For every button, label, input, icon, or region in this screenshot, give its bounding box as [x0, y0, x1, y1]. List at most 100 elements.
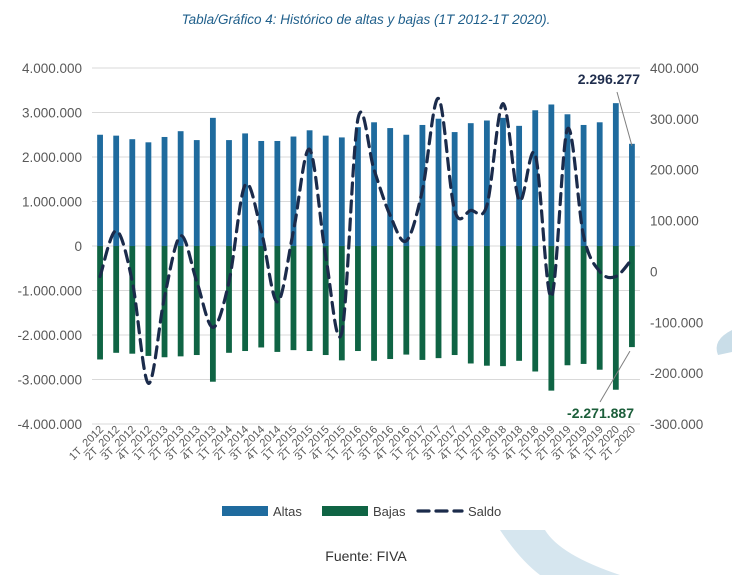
annotation-bajas: -2.271.887 — [567, 405, 634, 421]
decorative-arc-top — [716, 330, 732, 355]
bar-bajas — [516, 246, 523, 361]
legend-swatch-bajas — [322, 506, 368, 516]
left-tick-label: -4.000.000 — [17, 417, 82, 432]
bar-altas — [629, 143, 635, 246]
right-tick-label: -200.000 — [650, 366, 703, 381]
bar-altas — [242, 133, 249, 246]
bar-bajas — [226, 246, 232, 353]
right-tick-label: 0 — [650, 264, 658, 279]
saldo-line-group — [98, 96, 634, 385]
bar-bajas — [435, 246, 442, 359]
bar-altas — [483, 120, 490, 246]
bar-altas — [226, 140, 232, 246]
bar-altas — [97, 134, 103, 246]
left-tick-label: -2.000.000 — [17, 328, 82, 343]
bar-altas — [193, 140, 200, 246]
bar-altas — [403, 134, 410, 246]
bar-altas — [113, 135, 120, 246]
bar-altas — [355, 127, 361, 246]
bar-bajas — [355, 246, 361, 352]
bar-bajas — [403, 246, 410, 355]
bar-bajas — [177, 246, 184, 357]
legend: Altas Bajas Saldo — [222, 504, 501, 519]
right-axis: 400.000 300.000 200.000 100.000 0 -100.000 -20… — [650, 61, 703, 432]
bar-altas — [129, 139, 136, 246]
bar-bajas — [338, 246, 345, 361]
bar-bajas — [564, 246, 571, 366]
x-axis: 1T_20122T_20123T_20124T_20121T_20132T_20… — [67, 424, 638, 463]
left-tick-label: 0 — [74, 239, 82, 254]
annotation-leader-altas — [616, 91, 633, 146]
right-tick-label: -300.000 — [650, 417, 703, 432]
bar-altas — [274, 140, 281, 246]
bar-altas — [500, 117, 506, 246]
bar-bajas — [193, 246, 200, 356]
bar-bajas — [629, 246, 635, 348]
right-tick-label: 100.000 — [650, 214, 699, 229]
bar-altas — [338, 137, 345, 246]
left-tick-label: 4.000.000 — [22, 61, 82, 76]
bar-altas — [612, 103, 619, 246]
left-tick-label: 3.000.000 — [22, 106, 82, 121]
bar-bajas — [113, 246, 120, 353]
bar-altas — [564, 114, 571, 246]
left-tick-label: 1.000.000 — [22, 195, 82, 210]
source-note: Fuente: FIVA — [325, 548, 407, 564]
bar-altas — [145, 142, 152, 246]
bars — [97, 103, 635, 391]
annotation-altas: 2.296.277 — [578, 71, 640, 87]
bar-bajas — [612, 246, 619, 390]
bar-bajas — [129, 246, 136, 354]
bar-altas — [322, 135, 329, 246]
bar-bajas — [97, 246, 103, 360]
legend-label-altas: Altas — [273, 504, 302, 519]
decorative-arc-bottom — [500, 530, 620, 575]
bar-altas — [532, 110, 539, 247]
bar-altas — [177, 131, 184, 246]
bar-bajas — [258, 246, 265, 348]
legend-label-saldo: Saldo — [468, 504, 501, 519]
bar-altas — [516, 125, 523, 246]
left-tick-label: 2.000.000 — [22, 150, 82, 165]
legend-label-bajas: Bajas — [373, 504, 406, 519]
bar-bajas — [274, 246, 281, 352]
bar-bajas — [290, 246, 297, 351]
saldo-line — [98, 96, 634, 385]
bar-bajas — [419, 246, 426, 360]
bar-altas — [451, 132, 458, 246]
bar-altas — [548, 104, 555, 247]
chart-title: Tabla/Gráfico 4: Histórico de altas y ba… — [181, 12, 551, 27]
bar-bajas — [500, 246, 506, 367]
right-tick-label: 200.000 — [650, 163, 699, 178]
right-tick-label: 400.000 — [650, 61, 699, 76]
left-tick-label: -1.000.000 — [17, 284, 82, 299]
annotations: 2.296.277 -2.271.887 — [567, 71, 640, 421]
bar-bajas — [145, 246, 152, 356]
bar-altas — [306, 130, 313, 246]
bar-bajas — [306, 246, 313, 352]
bar-bajas — [387, 246, 394, 360]
bar-altas — [161, 136, 168, 246]
bar-bajas — [580, 246, 587, 364]
right-tick-label: 300.000 — [650, 112, 699, 127]
bar-altas — [371, 122, 377, 246]
bar-bajas — [532, 246, 539, 372]
bar-altas — [290, 136, 297, 246]
bar-bajas — [242, 246, 249, 352]
bar-altas — [387, 128, 394, 246]
left-axis: 4.000.000 3.000.000 2.000.000 1.000.000 0 -1.… — [17, 61, 82, 432]
bar-bajas — [596, 246, 603, 370]
bar-altas — [596, 122, 603, 246]
annotation-leader-bajas — [599, 350, 631, 403]
right-tick-label: -100.000 — [650, 315, 703, 330]
bar-altas — [435, 118, 442, 246]
legend-swatch-altas — [222, 506, 268, 516]
left-tick-label: -3.000.000 — [17, 373, 82, 388]
bar-bajas — [322, 246, 329, 356]
bar-altas — [209, 117, 216, 246]
bar-altas — [258, 140, 265, 246]
bar-bajas — [483, 246, 490, 366]
bar-bajas — [548, 246, 555, 391]
bar-bajas — [451, 246, 458, 356]
